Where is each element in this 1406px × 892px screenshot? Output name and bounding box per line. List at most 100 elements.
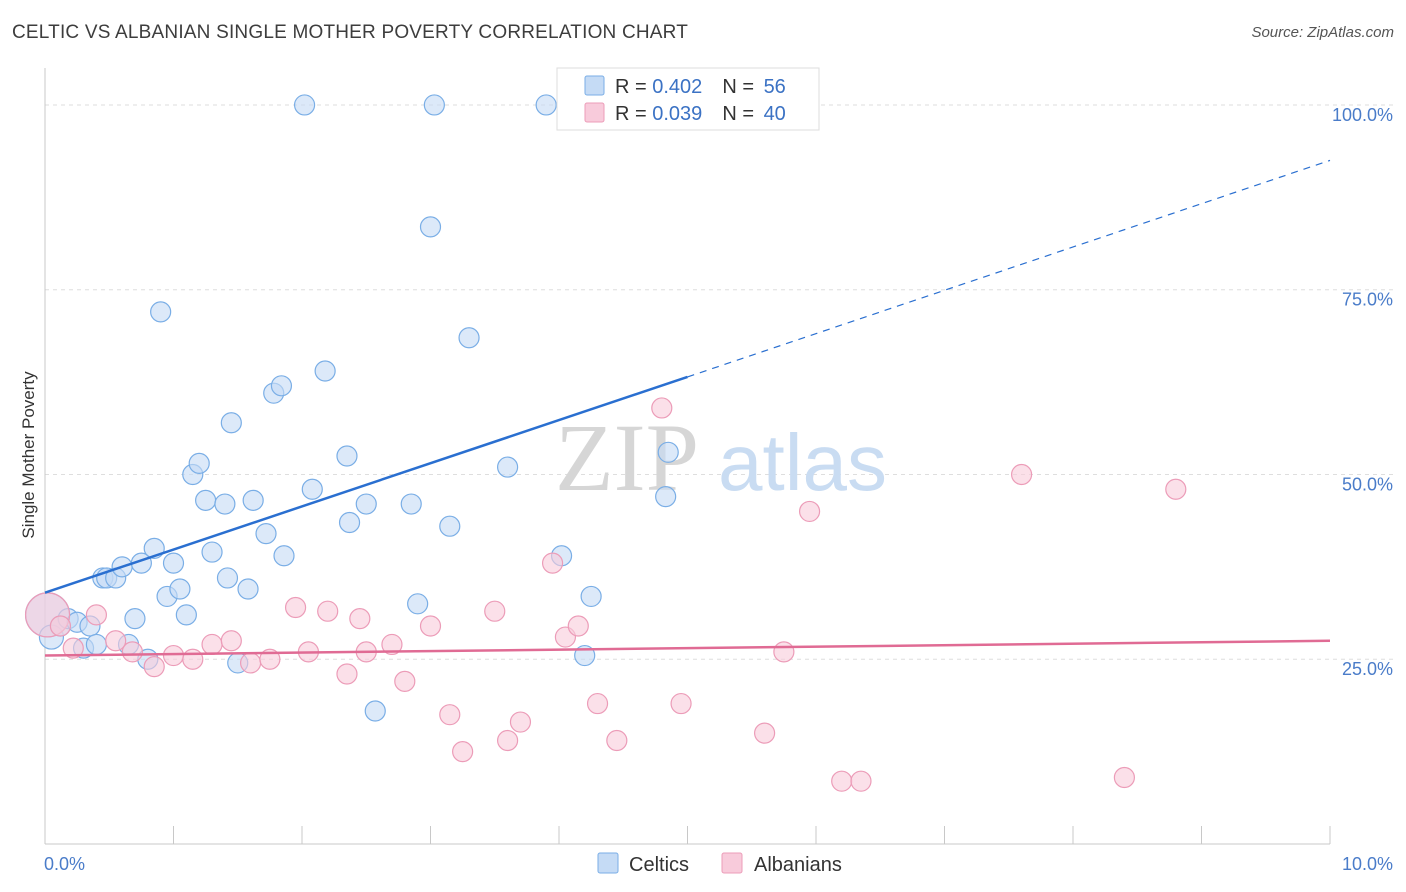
stats-row-albanians: R = 0.039 N = 40 <box>615 103 786 125</box>
trend-line-celtics <box>44 375 688 594</box>
point-albanians <box>85 604 108 626</box>
point-celtics <box>423 94 445 116</box>
point-albanians <box>1010 463 1033 486</box>
point-albanians <box>651 397 673 419</box>
point-albanians <box>606 729 628 752</box>
point-celtics <box>237 578 259 600</box>
point-albanians <box>798 500 821 523</box>
point-albanians <box>452 741 474 763</box>
point-albanians <box>831 770 853 792</box>
axes <box>44 68 1331 845</box>
y-tick-label: 25.0% <box>1342 659 1393 679</box>
point-albanians <box>484 600 506 622</box>
point-albanians <box>62 637 84 659</box>
point-albanians <box>121 641 143 663</box>
point-celtics <box>400 493 422 515</box>
point-albanians <box>509 711 532 733</box>
data-points <box>24 94 1187 792</box>
y-tick-label: 100.0% <box>1332 105 1393 125</box>
point-celtics <box>85 633 108 656</box>
point-celtics <box>314 360 336 382</box>
trend-line-extension-celtics <box>687 159 1331 378</box>
point-celtics <box>242 489 264 511</box>
point-celtics <box>355 493 377 515</box>
point-celtics <box>293 94 316 116</box>
point-albanians <box>1165 478 1187 500</box>
point-albanians <box>381 633 403 656</box>
point-albanians <box>1113 766 1136 789</box>
point-albanians <box>240 652 262 674</box>
point-celtics <box>419 216 442 238</box>
chart-source: Source: ZipAtlas.com <box>1251 24 1394 41</box>
point-albanians <box>419 615 442 637</box>
point-albanians <box>284 596 307 619</box>
legend-swatch-albanians <box>721 852 743 874</box>
point-celtics <box>301 478 323 500</box>
point-albanians <box>220 630 242 652</box>
y-tick-label: 75.0% <box>1342 290 1393 310</box>
point-celtics <box>220 412 242 434</box>
point-celtics <box>188 452 210 474</box>
x-tick-min-label: 0.0% <box>44 854 85 874</box>
point-celtics <box>407 593 429 615</box>
point-albanians <box>349 607 371 630</box>
legend-swatch-celtics <box>597 852 619 874</box>
stats-swatch-celtics <box>584 75 605 96</box>
gridlines <box>45 104 1393 660</box>
point-celtics <box>169 578 191 600</box>
point-albanians <box>336 663 358 685</box>
chart-title: CELTIC VS ALBANIAN SINGLE MOTHER POVERTY… <box>12 22 689 43</box>
point-celtics <box>580 585 602 608</box>
y-axis-title: Single Mother Poverty <box>19 371 38 539</box>
legend-label-celtics: Celtics <box>629 854 689 876</box>
legend-label-albanians: Albanians <box>754 854 842 876</box>
point-celtics <box>336 445 358 467</box>
y-tick-label: 50.0% <box>1342 474 1393 494</box>
point-albanians <box>439 704 461 726</box>
point-albanians <box>586 692 609 715</box>
point-celtics <box>535 94 557 116</box>
point-celtics <box>270 375 293 397</box>
point-celtics <box>214 493 236 515</box>
point-celtics <box>655 486 677 508</box>
stats-swatch-albanians <box>584 102 605 123</box>
point-albanians <box>162 644 185 667</box>
point-celtics <box>458 327 480 349</box>
point-celtics <box>216 567 239 589</box>
series-legend: Celtics Albanians <box>597 852 842 876</box>
point-celtics <box>657 441 679 463</box>
stats-row-celtics: R = 0.402 N = 56 <box>615 76 786 98</box>
point-celtics <box>124 607 146 630</box>
point-celtics <box>201 541 223 563</box>
stats-legend: R = 0.402 N = 56 R = 0.039 N = 40 <box>556 67 820 131</box>
trend-lines <box>44 159 1331 657</box>
point-celtics <box>195 489 217 511</box>
point-albanians <box>317 600 339 622</box>
point-albanians <box>753 722 776 744</box>
point-albanians <box>773 641 795 663</box>
point-albanians <box>182 648 204 670</box>
point-celtics <box>497 456 519 478</box>
point-celtics <box>255 522 277 545</box>
y-tick-labels: 25.0% 50.0% 75.0% 100.0% <box>1332 105 1393 679</box>
point-celtics <box>439 515 461 537</box>
point-albanians <box>201 633 223 656</box>
point-celtics <box>150 301 172 323</box>
watermark: ZIP atlas <box>555 404 887 511</box>
watermark-atlas: atlas <box>718 418 887 507</box>
point-albanians <box>394 670 416 693</box>
point-albanians <box>105 630 127 652</box>
point-albanians <box>850 770 872 792</box>
point-albanians <box>670 692 692 715</box>
point-celtics <box>338 511 361 534</box>
x-tick-max-label: 10.0% <box>1342 854 1393 874</box>
point-albanians <box>567 615 589 637</box>
point-celtics <box>273 545 295 567</box>
point-albanians <box>541 552 564 574</box>
point-albanians <box>49 615 72 637</box>
point-celtics <box>162 552 185 574</box>
point-celtics <box>175 604 197 626</box>
trend-line-albanians <box>44 639 1331 657</box>
point-albanians <box>143 656 165 678</box>
